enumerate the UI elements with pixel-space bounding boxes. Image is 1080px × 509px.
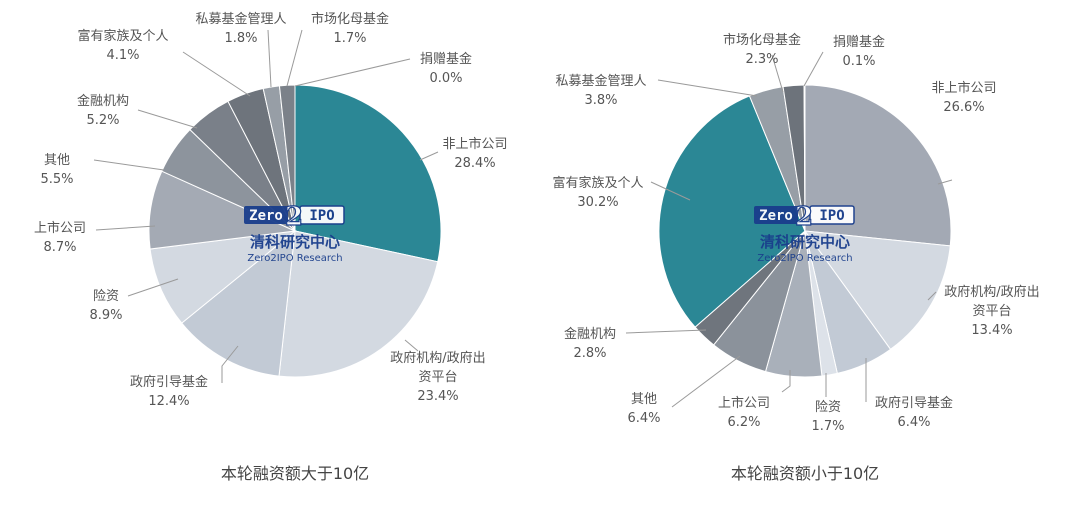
- svg-text:Zero2IPO Research: Zero2IPO Research: [757, 253, 852, 264]
- slice-label: 其他 6.4%: [627, 392, 660, 426]
- leader-line: [182, 51, 251, 97]
- slice-label: 富有家族及个人 4.1%: [77, 28, 168, 63]
- slice-label: 上市公司 8.7%: [34, 220, 86, 255]
- svg-text:Zero: Zero: [249, 208, 283, 224]
- chart-caption: 本轮融资额大于10亿: [221, 464, 369, 483]
- svg-text:IPO: IPO: [819, 208, 844, 224]
- slice-label: 捐赠基金 0.0%: [420, 51, 472, 86]
- leader-line: [781, 370, 791, 393]
- pie-slice: [181, 229, 296, 377]
- slice-label: 政府机构/政府出资平台 13.4%: [944, 285, 1039, 338]
- leader-line: [286, 29, 303, 87]
- leader-line: [137, 109, 198, 129]
- leader-line: [221, 345, 239, 383]
- slice-label: 私募基金管理人 3.8%: [555, 73, 646, 108]
- slice-label: 其他 5.5%: [40, 153, 73, 187]
- pie-chart-small-round: 非上市公司 26.6% 政府机构/政府出资平台 13.4% 政府引导基金 6.4% 险资 1.…: [552, 32, 1039, 483]
- leader-line: [95, 225, 156, 231]
- pie-slice: [803, 230, 951, 351]
- leader-line: [294, 58, 411, 87]
- leader-line: [419, 151, 439, 161]
- slice-label: 政府机构/政府出资平台 23.4%: [390, 351, 485, 404]
- slice-label: 私募基金管理人 1.8%: [195, 11, 286, 46]
- svg-text:Zero: Zero: [759, 208, 793, 224]
- svg-text:清科研究中心: 清科研究中心: [760, 233, 850, 251]
- slice-label: 险资 1.7%: [811, 400, 844, 434]
- slice-label: 金融机构 2.8%: [564, 326, 616, 361]
- slice-label: 政府引导基金 12.4%: [130, 374, 208, 409]
- leader-line: [404, 339, 419, 352]
- leader-line: [671, 355, 741, 408]
- leader-line: [771, 54, 784, 93]
- svg-text:2: 2: [285, 202, 303, 232]
- leader-line: [803, 51, 824, 87]
- slice-label: 非上市公司 28.4%: [442, 136, 507, 171]
- svg-text:Zero2IPO Research: Zero2IPO Research: [247, 253, 342, 264]
- slice-label: 政府引导基金 6.4%: [875, 395, 953, 430]
- chart-caption: 本轮融资额小于10亿: [731, 464, 879, 483]
- leader-line: [127, 278, 179, 297]
- slice-label: 险资 8.9%: [89, 289, 122, 323]
- leader-line: [625, 329, 707, 334]
- leader-line: [657, 79, 758, 97]
- leader-line: [93, 159, 165, 171]
- svg-text:IPO: IPO: [309, 208, 334, 224]
- slice-label: 捐赠基金 0.1%: [833, 34, 885, 69]
- leader-line: [937, 179, 953, 185]
- slice-label: 市场化母基金 2.3%: [723, 32, 801, 67]
- pie-slice: [278, 230, 439, 378]
- slice-label: 上市公司 6.2%: [718, 395, 770, 430]
- leader-line: [927, 291, 937, 301]
- slice-label: 市场化母基金 1.7%: [311, 11, 389, 46]
- svg-text:2: 2: [795, 202, 813, 232]
- pie-chart-large-round: 非上市公司 28.4% 政府机构/政府出资平台 23.4% 政府引导基金 12.4% 险资 8…: [34, 11, 508, 483]
- pie-slice: [149, 230, 297, 324]
- slice-label: 富有家族及个人 30.2%: [552, 175, 643, 210]
- leader-line: [650, 181, 691, 201]
- slice-label: 非上市公司 26.6%: [931, 80, 996, 115]
- svg-text:清科研究中心: 清科研究中心: [250, 233, 340, 251]
- leader-line: [267, 29, 272, 88]
- slice-label: 金融机构 5.2%: [77, 93, 129, 128]
- pie-slice: [658, 95, 806, 328]
